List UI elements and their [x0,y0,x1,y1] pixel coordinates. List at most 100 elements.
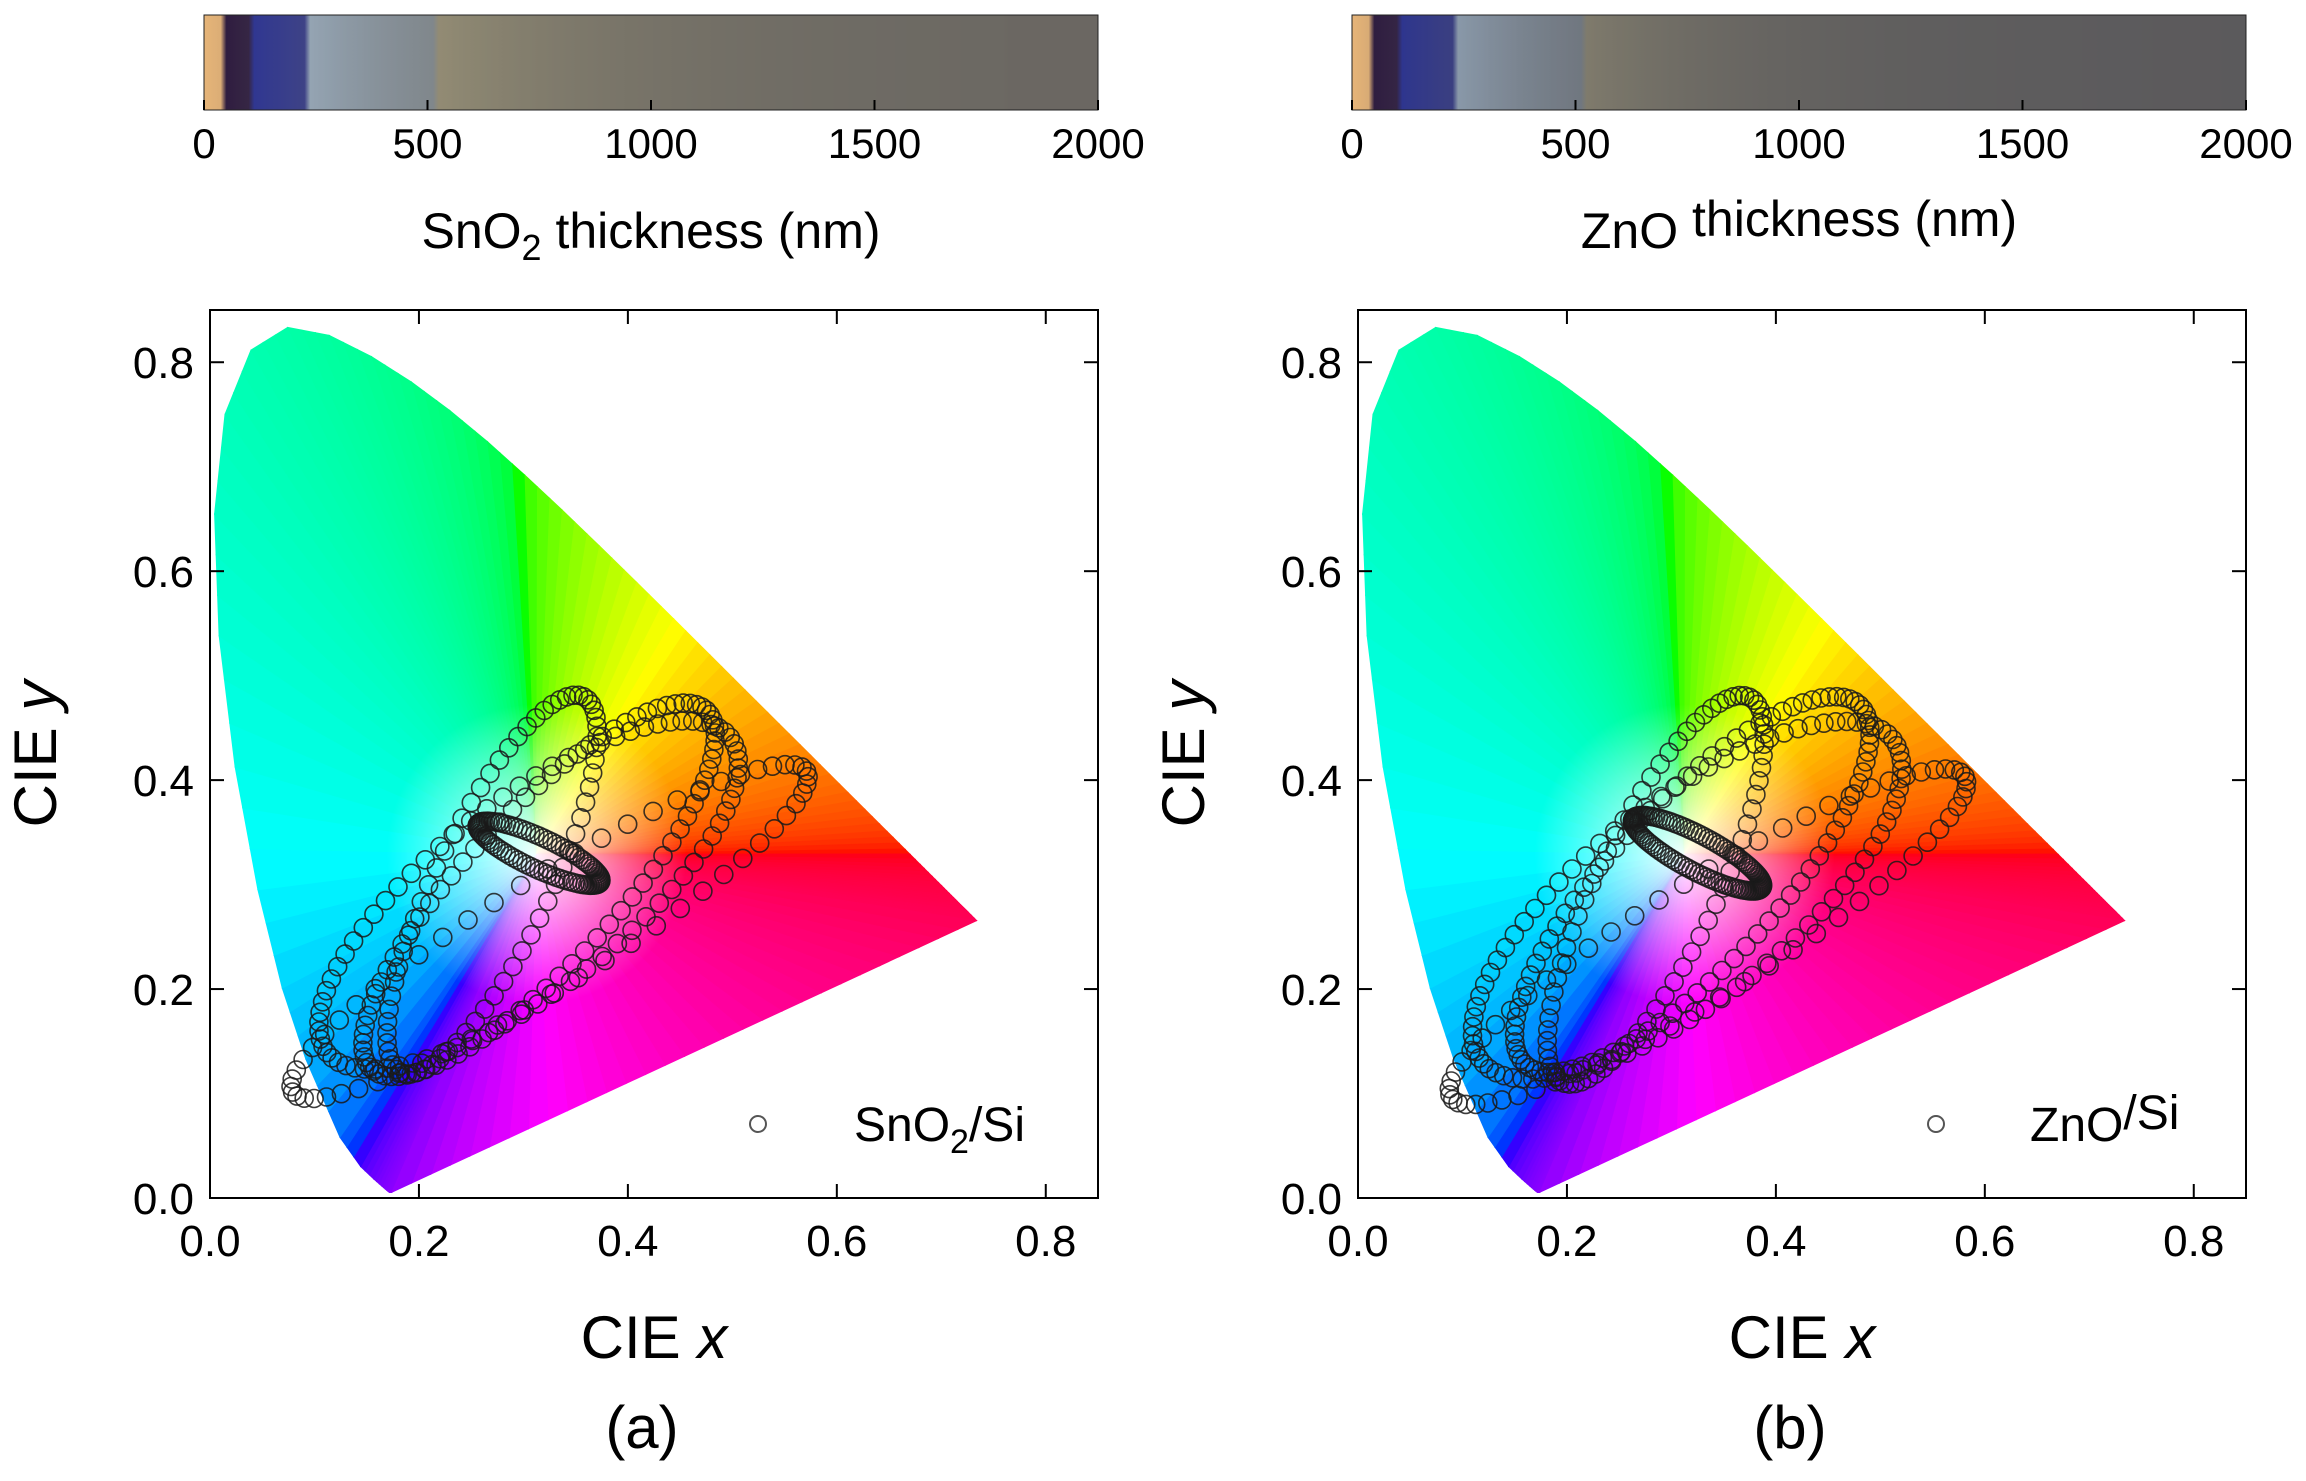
data-point [633,873,653,893]
data-point [1690,926,1710,947]
data-point [346,994,367,1015]
data-point [1597,841,1618,862]
data-point [1853,762,1873,782]
data-point [1525,898,1545,919]
gamut-fill-a [214,326,978,1193]
colorbar-b-strip [1351,14,2247,111]
data-point [585,749,605,770]
data-point [1828,907,1849,928]
data-point [436,1042,456,1062]
data-point [526,766,546,786]
data-point [524,858,545,879]
data-point [1462,1025,1483,1046]
data-point [365,1059,386,1079]
data-point [1879,771,1899,791]
y-axis-label-a: CIE y [2,677,69,828]
plot-b: 0.0 0.2 0.4 0.6 0.8 0.0 0.2 0.4 0.6 0.8 ZnO/Si CI… [1150,309,2247,1461]
data-point [1724,948,1744,969]
data-point [1742,965,1762,986]
data-point [419,893,440,914]
data-point [730,764,751,785]
data-point [1562,1059,1583,1079]
data-point [495,1013,515,1034]
data-point [381,986,402,1007]
data-point [595,950,615,971]
x-tick-label: 0.2 [1536,1217,1597,1266]
axis-ticks-a: 0.0 0.2 0.4 0.6 0.8 0.0 0.2 0.4 0.6 0.8 [133,310,1098,1266]
data-point [720,727,741,748]
data-point [796,774,817,794]
data-point [1526,953,1546,974]
x-tick-label: 0.0 [179,1217,240,1266]
data-point [607,933,628,954]
data-point [1903,846,1923,866]
colorbar-tick-label: 1500 [1976,120,2069,167]
colorbar-tick-label: 2000 [2199,120,2292,167]
x-tick-label: 0.6 [806,1217,867,1266]
data-point [1734,971,1755,992]
data-point [586,707,606,728]
data-point [1939,807,1960,828]
data-point [384,972,405,992]
data-point [1882,800,1902,821]
data-point [1840,786,1861,806]
data-point [1544,982,1564,1002]
data-point [1825,820,1846,841]
data-point [1648,1028,1668,1048]
data-point [321,969,342,989]
data-point [1663,1019,1684,1039]
data-point [1611,1041,1632,1062]
data-point [1806,923,1827,944]
data-point [646,915,667,936]
data-point [1575,846,1596,866]
x-tick-label: 0.4 [1745,1217,1806,1266]
data-point [1666,776,1687,796]
y-tick-label: 0.0 [133,1175,194,1224]
data-point [1505,1016,1525,1036]
data-point [493,787,513,808]
data-point [637,702,658,723]
data-point [294,1088,315,1108]
data-point [1537,1040,1558,1061]
data-point [579,777,600,798]
data-point [1628,822,1649,843]
data-point [1706,894,1726,915]
y-tick-label: 0.8 [1281,339,1342,388]
data-point [470,777,491,798]
data-point [1892,759,1912,780]
data-point [1953,787,1973,807]
panel-label-a: (a) [605,1394,678,1461]
data-point [1883,729,1903,750]
white-point-glow [386,704,687,1005]
data-point [489,750,510,770]
data-point [1845,862,1865,883]
data-point [365,978,386,999]
data-point [1650,1012,1670,1033]
data-point [1886,789,1906,810]
scatter-points-b [1439,685,1977,1115]
y-tick-label: 0.4 [1281,757,1342,806]
data-point [701,714,722,735]
data-point [503,956,523,977]
colorbar-tick-label: 0 [192,120,215,167]
data-point [1464,1007,1484,1027]
data-point [1956,778,1976,799]
data-point [1747,694,1768,715]
colorbar-tick-label: 500 [1540,120,1610,167]
colorbar-a-ticks: 0 500 1000 1500 2000 [192,100,1145,167]
data-point [432,927,453,948]
data-point [581,694,602,715]
data-point [511,1004,532,1025]
y-tick-label: 0.8 [133,339,194,388]
data-point [1549,872,1569,892]
data-point [1487,950,1508,971]
data-point [611,900,631,921]
data-point [1574,877,1594,898]
data-point [1889,778,1909,799]
data-point [1574,889,1595,910]
data-point [643,801,663,822]
data-point [302,1037,323,1058]
data-point [1515,976,1536,997]
data-point [386,962,406,982]
data-point [537,830,558,850]
